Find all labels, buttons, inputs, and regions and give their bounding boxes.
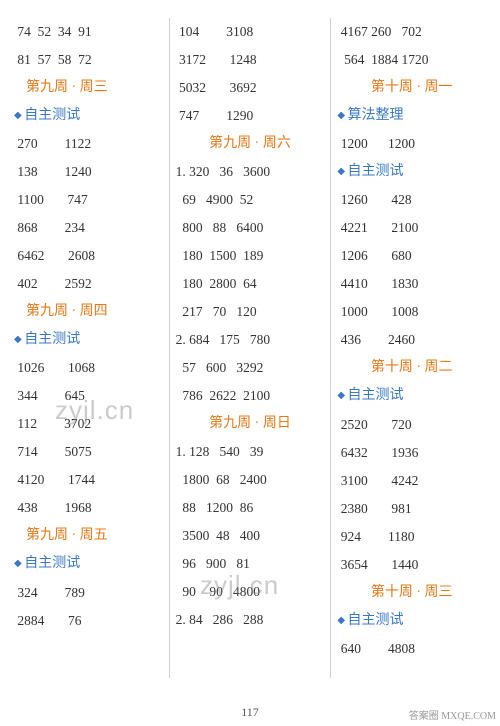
data-row: 1260 428 [337, 186, 486, 214]
data-row: 714 5075 [14, 438, 163, 466]
data-row: 438 1968 [14, 494, 163, 522]
data-row: 1. 320 36 3600 [176, 158, 325, 186]
data-row: 3500 48 400 [176, 522, 325, 550]
data-row: 402 2592 [14, 270, 163, 298]
data-row: 96 900 81 [176, 550, 325, 578]
data-row: 2. 84 286 288 [176, 606, 325, 634]
section-header: 第九周 · 周三 [14, 74, 163, 102]
data-row: 344 645 [14, 382, 163, 410]
data-row: 2380 981 [337, 495, 486, 523]
section-header: 第九周 · 周日 [176, 410, 325, 438]
data-row: 3172 1248 [176, 46, 325, 74]
section-header: 第九周 · 周四 [14, 298, 163, 326]
column-3: 4167 260 702 564 1884 1720第十周 · 周一◆ 算法整理… [331, 18, 492, 678]
data-row: 786 2622 2100 [176, 382, 325, 410]
data-row: 3100 4242 [337, 467, 486, 495]
data-row: 69 4900 52 [176, 186, 325, 214]
data-row: 217 70 120 [176, 298, 325, 326]
data-row: 4410 1830 [337, 270, 486, 298]
footer-badge: 答案圈 MXQE.COM [409, 707, 496, 722]
page-columns: 74 52 34 91 81 57 58 72第九周 · 周三◆ 自主测试 27… [8, 18, 492, 678]
section-header: 第九周 · 周六 [176, 130, 325, 158]
data-row: 640 4808 [337, 635, 486, 663]
data-row: 180 2800 64 [176, 270, 325, 298]
diamond-icon: ◆ [14, 558, 24, 569]
section-header: 第九周 · 周五 [14, 522, 163, 550]
data-row: 6432 1936 [337, 439, 486, 467]
data-row: 270 1122 [14, 130, 163, 158]
section-header: 第十周 · 周二 [337, 354, 486, 382]
subsection-header: ◆ 自主测试 [14, 102, 163, 130]
data-row: 138 1240 [14, 158, 163, 186]
data-row: 81 57 58 72 [14, 46, 163, 74]
data-row: 1000 1008 [337, 298, 486, 326]
subsection-header: ◆ 自主测试 [337, 382, 486, 410]
subsection-header: ◆ 自主测试 [14, 550, 163, 578]
data-row: 104 3108 [176, 18, 325, 46]
column-1: 74 52 34 91 81 57 58 72第九周 · 周三◆ 自主测试 27… [8, 18, 169, 678]
section-header: 第十周 · 周三 [337, 579, 486, 607]
data-row: 1800 68 2400 [176, 466, 325, 494]
data-row: 1026 1068 [14, 354, 163, 382]
diamond-icon: ◆ [337, 390, 347, 401]
column-2: 104 3108 3172 1248 5032 3692 747 1290第九周… [170, 18, 331, 678]
data-row: 564 1884 1720 [337, 46, 486, 74]
data-row: 436 2460 [337, 326, 486, 354]
data-row: 2884 76 [14, 607, 163, 635]
data-row: 3654 1440 [337, 551, 486, 579]
section-header: 第十周 · 周一 [337, 74, 486, 102]
data-row: 2. 684 175 780 [176, 326, 325, 354]
subsection-header: ◆ 自主测试 [337, 607, 486, 635]
data-row: 800 88 6400 [176, 214, 325, 242]
data-row: 4167 260 702 [337, 18, 486, 46]
diamond-icon: ◆ [14, 334, 24, 345]
subsection-header: ◆ 算法整理 [337, 102, 486, 130]
data-row: 1100 747 [14, 186, 163, 214]
data-row: 924 1180 [337, 523, 486, 551]
diamond-icon: ◆ [337, 110, 347, 121]
data-row: 2520 720 [337, 411, 486, 439]
data-row: 74 52 34 91 [14, 18, 163, 46]
data-row: 57 600 3292 [176, 354, 325, 382]
diamond-icon: ◆ [337, 615, 347, 626]
data-row: 868 234 [14, 214, 163, 242]
diamond-icon: ◆ [14, 110, 24, 121]
data-row: 1. 128 540 39 [176, 438, 325, 466]
data-row: 112 3702 [14, 410, 163, 438]
data-row: 1206 680 [337, 242, 486, 270]
data-row: 4221 2100 [337, 214, 486, 242]
data-row: 5032 3692 [176, 74, 325, 102]
subsection-header: ◆ 自主测试 [14, 326, 163, 354]
data-row: 88 1200 86 [176, 494, 325, 522]
data-row: 180 1500 189 [176, 242, 325, 270]
data-row: 1200 1200 [337, 130, 486, 158]
data-row: 6462 2608 [14, 242, 163, 270]
data-row: 90 90 4800 [176, 578, 325, 606]
data-row: 324 789 [14, 579, 163, 607]
diamond-icon: ◆ [337, 166, 347, 177]
data-row: 4120 1744 [14, 466, 163, 494]
subsection-header: ◆ 自主测试 [337, 158, 486, 186]
data-row: 747 1290 [176, 102, 325, 130]
